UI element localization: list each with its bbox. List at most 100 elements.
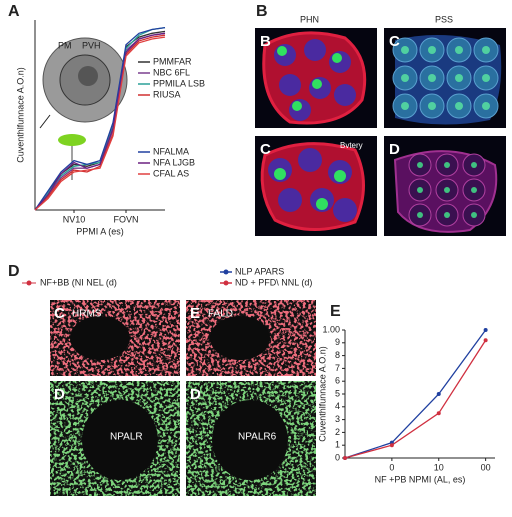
series-line xyxy=(34,34,166,211)
point xyxy=(389,443,394,448)
spot xyxy=(482,102,490,110)
spot xyxy=(274,168,286,180)
spot xyxy=(417,162,423,168)
x-tick-label: 0 xyxy=(389,462,394,472)
spot xyxy=(455,102,463,110)
tile-label: NPALR6 xyxy=(238,432,277,443)
spot xyxy=(332,53,342,63)
tile-letter: C xyxy=(389,33,400,50)
spot xyxy=(428,102,436,110)
legend-swatch xyxy=(26,280,32,286)
cells xyxy=(268,37,499,227)
y-tick-label: 9 xyxy=(335,337,340,347)
point xyxy=(436,392,441,396)
series-line xyxy=(344,329,487,459)
x-tick-label: 00 xyxy=(481,462,491,472)
tile-letter: D xyxy=(389,141,400,158)
y-tick-label: 6 xyxy=(335,376,340,386)
y-tick-label: 1 xyxy=(335,440,340,450)
tile-letter: C xyxy=(260,141,271,158)
series-line xyxy=(344,339,487,459)
legend-swatch xyxy=(223,280,229,286)
point xyxy=(343,456,347,460)
legend-label: PMMFAR xyxy=(153,56,192,66)
series-line xyxy=(34,36,166,211)
column-label: PHN xyxy=(300,14,319,24)
x-tick-label: NV10 xyxy=(63,214,86,224)
y-tick-label: 7 xyxy=(335,363,340,373)
y-tick-label: 3 xyxy=(335,414,340,424)
spot xyxy=(482,74,490,82)
series-line xyxy=(34,32,166,211)
nucleus xyxy=(279,74,301,96)
panel-label: A xyxy=(8,3,20,20)
spot xyxy=(292,101,302,111)
y-axis-label: Cuventhlfunnace A.O.n) xyxy=(317,346,327,442)
spot xyxy=(312,79,322,89)
nucleus xyxy=(304,39,326,61)
spot xyxy=(455,74,463,82)
tile-label: FALD xyxy=(208,309,233,320)
tile-letter: D xyxy=(54,386,65,403)
y-tick-label: 8 xyxy=(335,350,340,360)
spot xyxy=(316,198,328,210)
legend-label: NLP APARS xyxy=(235,266,284,276)
point xyxy=(483,338,488,343)
series-line xyxy=(34,26,166,211)
point xyxy=(436,411,441,416)
spot xyxy=(401,74,409,82)
tile-letter: C xyxy=(54,305,65,322)
y-tick-label: 0 xyxy=(335,452,340,462)
spot xyxy=(444,162,450,168)
nucleus xyxy=(334,84,356,106)
y-axis-label: Cuventhlfunnace A.O.n) xyxy=(15,67,25,163)
spot xyxy=(444,212,450,218)
spot xyxy=(471,162,477,168)
point xyxy=(483,328,488,332)
panel-label: B xyxy=(256,3,268,20)
spot xyxy=(428,46,436,54)
nucleus xyxy=(333,198,357,222)
legend-swatch xyxy=(223,269,229,275)
legend-label: NFA LJGB xyxy=(153,157,195,167)
legend-label: NF+BB (NI NEL (d) xyxy=(40,277,117,287)
legend-label: CFAL AS xyxy=(153,168,189,178)
legend-label: NBC 6FL xyxy=(153,67,190,77)
spot xyxy=(471,212,477,218)
legend-label: NFALMA xyxy=(153,146,189,156)
tile-letter: E xyxy=(190,305,200,322)
panel-label: D xyxy=(8,263,20,280)
spot xyxy=(482,46,490,54)
legend-label: ND + PFD\ NNL (d) xyxy=(235,277,312,287)
y-tick-label: 5 xyxy=(335,388,340,398)
spot xyxy=(471,187,477,193)
nucleus xyxy=(298,148,322,172)
x-axis-label: NF +PB NPMI (AL, es) xyxy=(375,474,466,484)
spot xyxy=(401,46,409,54)
tile-letter: D xyxy=(190,386,201,403)
spot xyxy=(417,187,423,193)
legend-label: PPMILA LSB xyxy=(153,78,205,88)
spot xyxy=(455,46,463,54)
x-tick-label: FOVN xyxy=(113,214,138,224)
spot xyxy=(277,46,287,56)
spot xyxy=(428,74,436,82)
y-tick-label: 1.00 xyxy=(322,324,340,334)
x-tick-label: 10 xyxy=(434,462,444,472)
fluorescence-grid xyxy=(50,300,316,496)
inset xyxy=(39,37,128,180)
x-axis-label: PPMI A (es) xyxy=(76,226,124,236)
inset-label: PM xyxy=(58,40,72,50)
tile-letter: B xyxy=(260,33,271,50)
inset-label: PVH xyxy=(82,40,101,50)
spot xyxy=(401,102,409,110)
legend-label: RIUSA xyxy=(153,89,181,99)
tile-label: HRMS xyxy=(72,309,102,320)
spot xyxy=(444,187,450,193)
panel-label: E xyxy=(330,303,341,320)
y-tick-label: 2 xyxy=(335,427,340,437)
tile-inset: Bvtery xyxy=(340,141,363,150)
tile-label: NPALR xyxy=(110,432,143,443)
spot xyxy=(417,212,423,218)
